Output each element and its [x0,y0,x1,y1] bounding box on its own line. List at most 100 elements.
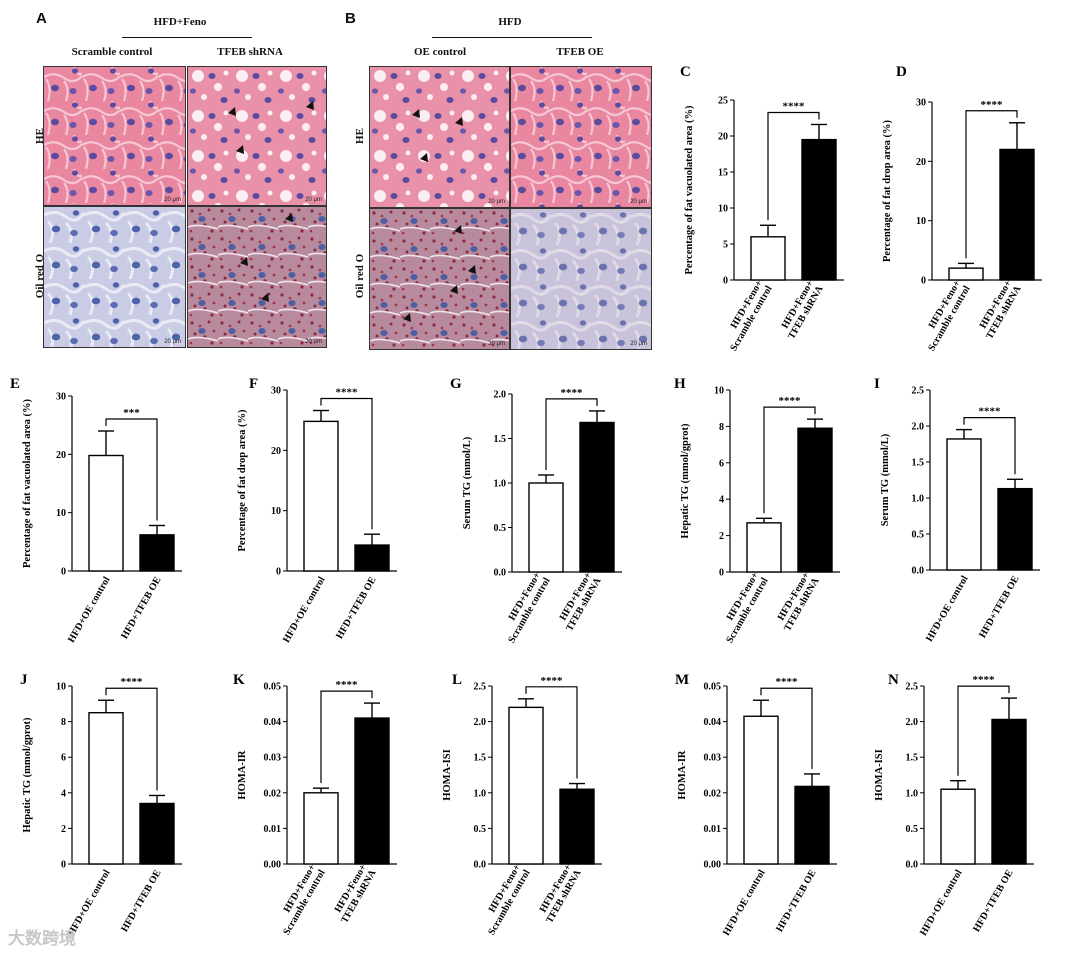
y-tick-label: 10 [916,216,926,227]
bar-control [528,482,564,573]
row-label-oil-b: Oil red O [354,253,366,299]
y-tick-label: 5 [723,240,728,251]
arrowhead-icon [285,213,293,222]
scale-bar-label: 20 μm [305,197,322,203]
y-tick-label: 0.03 [704,753,722,764]
x-category-label: HFD+OE control [66,575,113,645]
x-category-label: HFD+TFEB OE [774,868,819,934]
arrowhead-icon [228,107,236,116]
bar-treatment [579,421,615,573]
y-axis-label: Percentage of fat vacuolated area (%) [22,398,33,568]
scale-bar-label: 20 μm [164,339,181,345]
y-tick-label: 1.0 [474,788,487,799]
image-he-shrna: 20 μm [187,66,327,206]
y-tick-label: 4 [719,495,724,506]
image-oil-oe-control: 20 μm [369,208,510,350]
y-tick-label: 0.05 [264,682,282,693]
significance-bracket [965,110,1018,259]
significance-label: **** [979,406,1002,418]
y-tick-label: 2 [719,531,724,542]
significance-label: **** [121,676,144,688]
y-tick-label: 20 [56,450,66,461]
y-tick-label: 2 [61,824,66,835]
y-axis-label: Percentage of fat vacuolated area (%) [684,105,695,275]
y-axis-label: Hepatic TG (mmol/gprot) [22,717,33,833]
x-category-line: HFD+OE control [918,868,965,938]
watermark: 大数跨境 [8,929,76,949]
panel-letter: K [233,672,245,688]
significance-bracket [320,690,373,784]
bar-control [946,438,982,571]
y-tick-label: 0.04 [704,717,722,728]
x-category-label: HFD+TFEB OE [977,574,1022,640]
col-header-tfeb-oe: TFEB OE [556,46,604,58]
y-tick-label: 0.00 [704,860,722,871]
x-category-line: HFD+OE control [66,575,113,645]
x-category-line: HFD+OE control [281,575,328,645]
scale-bar-label: 20 μm [164,197,181,203]
arrowhead-icon [306,101,314,110]
y-tick-label: 2.0 [906,717,919,728]
y-tick-label: 0.5 [494,523,507,534]
panel-letter: D [896,64,907,80]
bar-control [508,706,544,865]
arrowhead-icon [403,313,411,322]
y-tick-label: 0.02 [704,788,722,799]
x-category-label: HFD+Feno+Scramble control [728,278,774,353]
x-category-label: HFD+TFEB OE [119,868,164,934]
arrowhead-icon [236,145,244,154]
significance-label: **** [779,395,802,407]
significance-bracket [963,416,1016,475]
bar-chart-d: D 0 10 20 30 Percentage of fat drop area (%) H… [882,64,1042,353]
col-header-scramble: Scramble control [71,46,153,58]
arrowhead-icon [468,265,476,274]
x-category-label: HFD+Feno+TFEB shRNA [780,278,826,341]
image-oil-shrna: 20 μm [187,206,327,348]
y-tick-label: 0.5 [474,824,487,835]
bar-chart-i: I 0.0 0.5 1.0 1.5 2.0 2.5 Serum TG (mmol/L) HFD+… [874,376,1040,644]
y-tick-label: 2.5 [474,682,487,693]
y-tick-label: 20 [916,157,926,168]
bar-chart-m: M 0.00 0.01 0.02 0.03 0.04 0.05 HOMA-IR HFD+OE c… [675,672,837,938]
y-axis-label: Serum TG (mmol/L) [880,433,891,526]
arrowhead-icon [455,117,463,126]
image-oil-tfeb-oe: 20 μm [510,208,652,350]
y-axis-label: Percentage of fat drop area (%) [237,409,248,552]
x-category-label: HFD+Feno+TFEB shRNA [776,570,822,633]
y-tick-label: 0 [719,568,724,579]
image-he-scramble: 20 μm [43,66,186,206]
y-tick-label: 0 [61,860,66,871]
scale-bar-label: 20 μm [488,341,505,347]
image-he-tfeb-oe: 20 μm [510,66,652,208]
bar-control [948,267,984,281]
y-tick-label: 10 [56,508,66,519]
x-category-label: HFD+OE control [721,868,768,938]
scale-bar-label: 20 μm [630,341,647,347]
x-category-line: HFD+TFEB OE [977,574,1022,640]
x-category-label: HFD+Feno+TFEB shRNA [558,570,604,633]
bar-chart-e: E 0 10 20 30 Percentage of fat vacuolated are… [10,376,182,645]
group-header-a: HFD+Feno [153,16,207,28]
x-category-line: HFD+TFEB OE [334,575,379,641]
bar-control [88,712,124,865]
y-tick-label: 1.0 [494,479,507,490]
x-category-line: HFD+TFEB OE [119,868,164,934]
bar-treatment [991,718,1027,865]
y-tick-label: 8 [61,717,66,728]
y-tick-label: 2.0 [494,390,507,401]
y-tick-label: 10 [714,386,724,397]
x-category-label: HFD+Feno+Scramble control [281,862,327,937]
panel-letter: L [452,672,462,688]
y-tick-label: 2.5 [912,386,925,397]
bar-treatment [139,534,175,572]
bar-treatment [139,802,175,865]
bar-chart-f: F 0 10 20 30 Percentage of fat drop area (%) H… [237,376,397,645]
bar-chart-l: L 0.0 0.5 1.0 1.5 2.0 2.5 HOMA-ISI HFD+Feno+Scra… [442,672,602,937]
significance-label: **** [973,674,996,686]
y-tick-label: 1.5 [906,753,919,764]
x-category-label: HFD+Feno+Scramble control [724,570,770,645]
arrowhead-icon [261,293,269,302]
significance-label: **** [776,676,799,688]
x-category-label: HFD+TFEB OE [119,575,164,641]
